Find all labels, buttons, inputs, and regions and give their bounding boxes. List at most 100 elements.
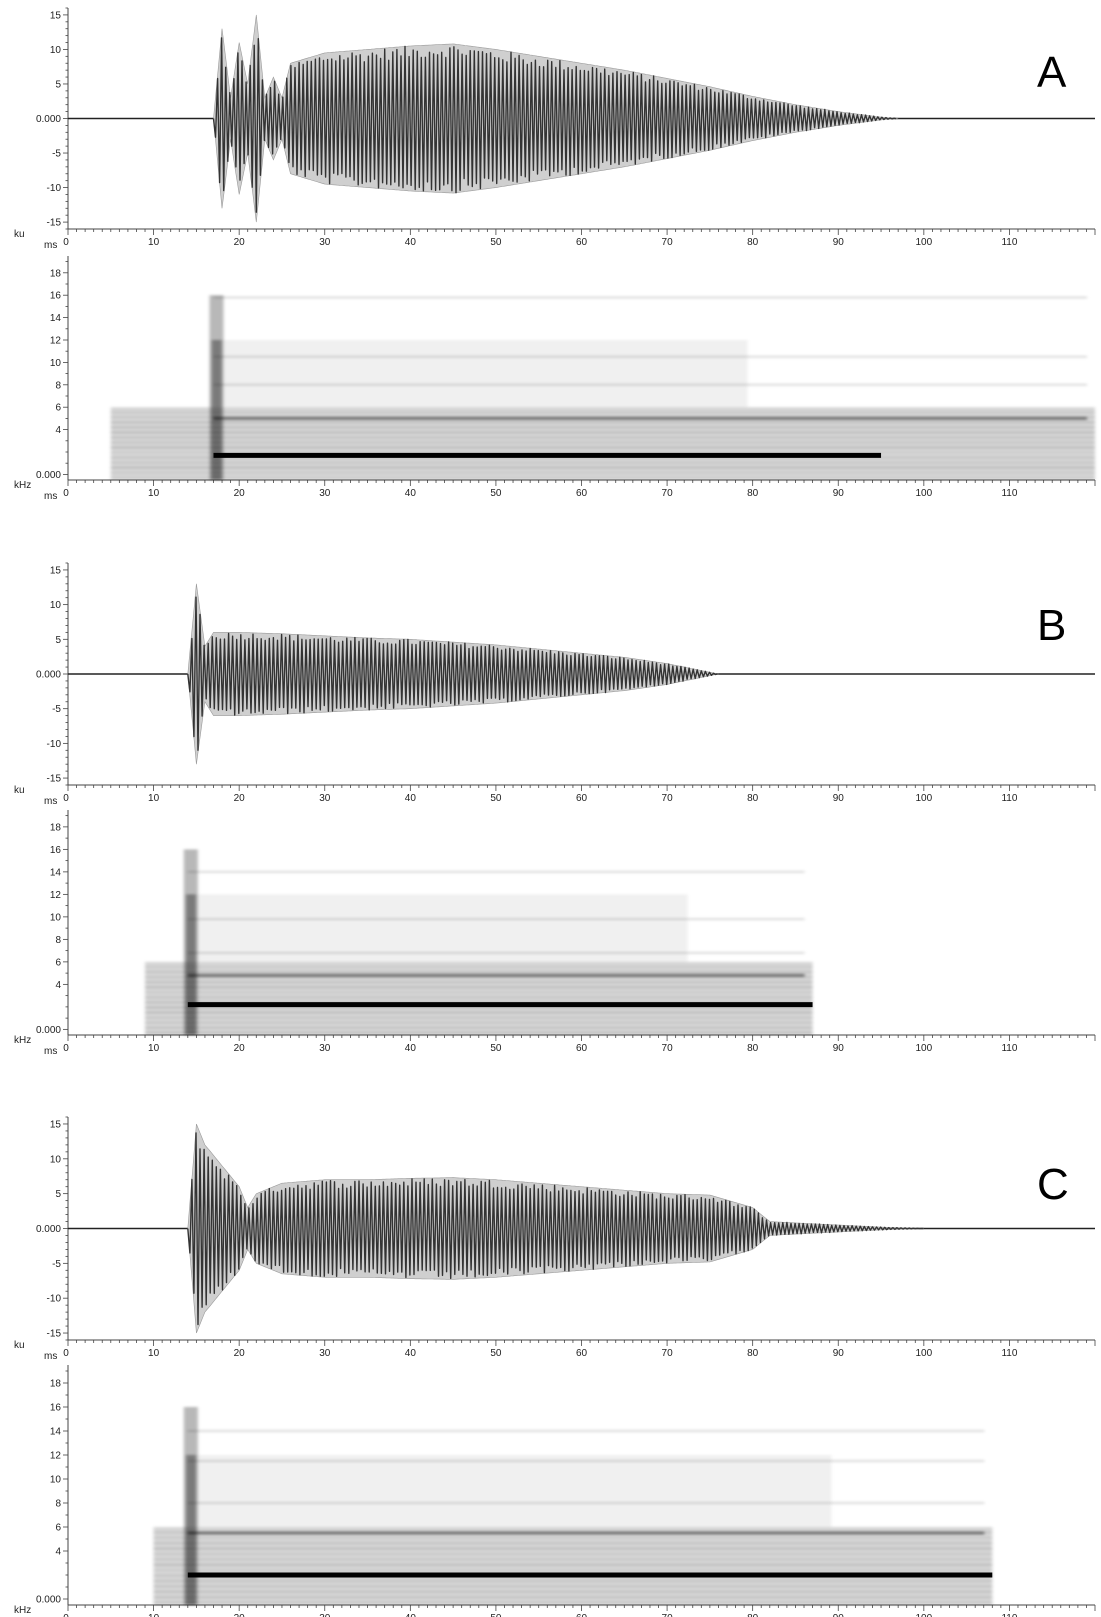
mid-haze (187, 1455, 832, 1527)
x-tick-label: 50 (490, 237, 502, 248)
x-tick-label: 40 (405, 1613, 417, 1617)
y-tick-label: -10 (47, 183, 62, 194)
y-unit-label: kHz (14, 1605, 31, 1616)
x-tick-label: 100 (915, 488, 932, 499)
panel-letter-c: C (1037, 1160, 1069, 1209)
y-tick-label: 4 (55, 1547, 61, 1558)
y-tick-label: -10 (47, 739, 62, 750)
y-tick-label: 14 (50, 313, 62, 324)
x-tick-label: 10 (148, 1613, 160, 1617)
x-tick-label: 10 (148, 1348, 160, 1359)
x-tick-label: 80 (747, 1613, 759, 1617)
y-unit-label: ku (14, 229, 25, 240)
x-tick-label: 60 (576, 1348, 588, 1359)
onset-burst-core (185, 894, 196, 1035)
x-tick-label: 0 (63, 488, 69, 499)
onset-burst-core (211, 340, 222, 480)
y-tick-label: 6 (55, 957, 61, 968)
x-tick-label: 40 (405, 793, 417, 804)
x-tick-label: 40 (405, 488, 417, 499)
x-tick-label: 0 (63, 1043, 69, 1054)
panel-letter-b: B (1037, 601, 1066, 650)
y-tick-label: 18 (50, 268, 62, 279)
x-tick-label: 60 (576, 1613, 588, 1617)
y-tick-label: 0.000 (36, 114, 61, 125)
x-tick-label: 30 (319, 1043, 331, 1054)
x-tick-label: 60 (576, 793, 588, 804)
x-tick-label: 20 (234, 793, 246, 804)
y-unit-label: kHz (14, 480, 31, 491)
y-tick-label: -10 (47, 1294, 62, 1305)
x-unit-label: ms (44, 240, 57, 251)
y-tick-label: 14 (50, 867, 62, 878)
x-tick-label: 0 (63, 793, 69, 804)
x-tick-label: 100 (915, 1348, 932, 1359)
y-tick-label: -5 (52, 149, 61, 160)
y-tick-label: 5 (55, 1189, 61, 1200)
x-tick-label: 10 (148, 237, 160, 248)
x-tick-label: 40 (405, 237, 417, 248)
y-tick-label: 6 (55, 1523, 61, 1534)
y-unit-label: ku (14, 785, 25, 796)
x-tick-label: 110 (1001, 793, 1017, 804)
x-tick-label: 60 (576, 1043, 588, 1054)
x-tick-label: 50 (490, 1613, 502, 1617)
spectrogram-energy (145, 849, 813, 1035)
x-tick-label: 50 (490, 488, 502, 499)
y-tick-label: 0.000 (36, 1224, 61, 1235)
y-tick-label: 15 (50, 10, 62, 21)
y-tick-label: 0.000 (36, 1025, 61, 1036)
spectrogram-c: 18 16 14 12 10 8 6 4 0.000 0 10 20 30 40 50 60 70 80 90 100… (14, 1365, 1096, 1617)
x-tick-label: 20 (234, 1613, 246, 1617)
y-tick-label: 4 (55, 980, 61, 991)
y-tick-label: 18 (50, 1379, 62, 1390)
x-tick-label: 70 (662, 1348, 674, 1359)
y-tick-label: 14 (50, 1427, 62, 1438)
x-unit-label: ms (44, 1351, 57, 1362)
y-tick-label: -5 (52, 1259, 61, 1270)
x-tick-label: 110 (1001, 1613, 1017, 1617)
x-tick-label: 20 (234, 237, 246, 248)
x-tick-label: 80 (747, 237, 759, 248)
y-tick-label: 8 (55, 935, 61, 946)
x-tick-label: 30 (319, 488, 331, 499)
x-tick-label: 10 (148, 793, 160, 804)
y-tick-label: 10 (50, 912, 62, 923)
y-tick-label: 6 (55, 403, 61, 414)
x-tick-label: 70 (662, 1043, 674, 1054)
waveform-trace (212, 37, 897, 213)
waveform-c: 15 10 5 0.000 -5 -10 -150 10 20 30 40 50 60 70 80 90 100… (14, 1116, 1096, 1362)
panel-letter-a: A (1037, 48, 1067, 97)
x-tick-label: 90 (833, 1043, 845, 1054)
y-tick-label: 4 (55, 425, 61, 436)
y-tick-label: 12 (50, 336, 62, 347)
x-tick-label: 100 (915, 1613, 932, 1617)
mid-haze (187, 894, 688, 962)
spectrogram-energy (153, 1407, 993, 1605)
mid-haze (213, 340, 748, 408)
x-tick-label: 100 (915, 793, 932, 804)
y-tick-label: 8 (55, 380, 61, 391)
x-tick-label: 110 (1001, 1348, 1017, 1359)
y-tick-label: -15 (47, 774, 62, 785)
y-tick-label: -5 (52, 704, 61, 715)
x-tick-label: 50 (490, 1348, 502, 1359)
waveform-trace (187, 1132, 924, 1326)
y-tick-label: 10 (50, 1475, 62, 1486)
x-tick-label: 20 (234, 1043, 246, 1054)
y-tick-label: 16 (50, 1403, 62, 1414)
x-tick-label: 90 (833, 488, 845, 499)
x-tick-label: 30 (319, 793, 331, 804)
y-tick-label: -15 (47, 218, 62, 229)
x-tick-label: 10 (148, 1043, 160, 1054)
y-tick-label: 0.000 (36, 670, 61, 681)
y-tick-label: 15 (50, 1119, 62, 1130)
x-tick-label: 70 (662, 488, 674, 499)
x-tick-label: 70 (662, 1613, 674, 1617)
x-tick-label: 80 (747, 1348, 759, 1359)
x-tick-label: 0 (63, 237, 69, 248)
